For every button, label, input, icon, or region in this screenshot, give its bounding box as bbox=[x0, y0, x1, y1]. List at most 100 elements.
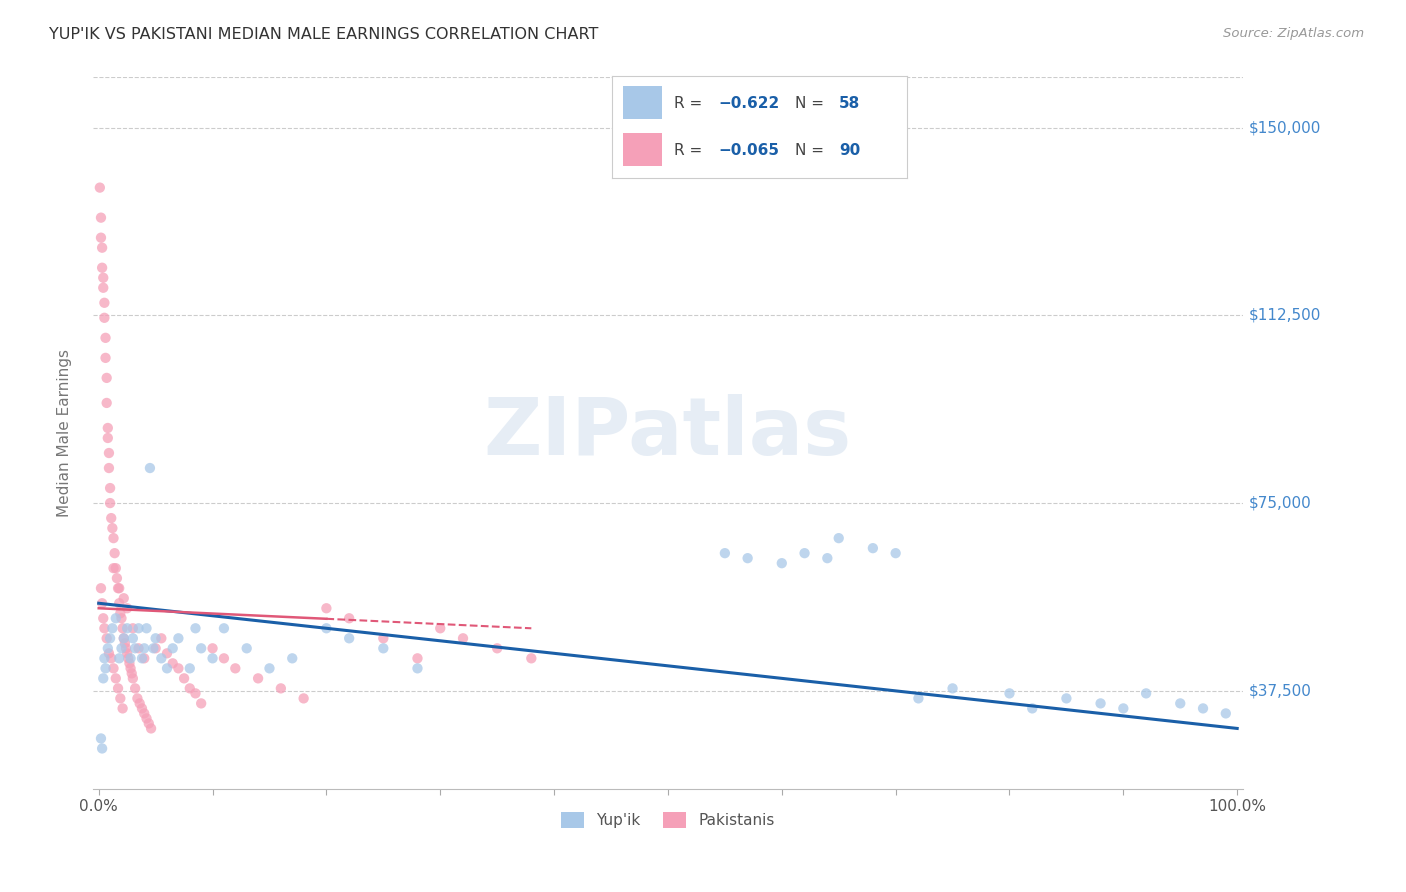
Text: 58: 58 bbox=[839, 96, 860, 111]
Point bbox=[201, 641, 224, 656]
Text: R =: R = bbox=[673, 96, 707, 111]
Point bbox=[128, 621, 150, 635]
Point bbox=[108, 651, 131, 665]
Legend: Yup'ik, Pakistanis: Yup'ik, Pakistanis bbox=[555, 806, 780, 834]
Point bbox=[97, 646, 120, 660]
Point bbox=[98, 632, 121, 646]
Point bbox=[90, 581, 112, 595]
Point bbox=[127, 691, 149, 706]
Point bbox=[97, 446, 120, 460]
Point bbox=[315, 601, 337, 615]
Point bbox=[93, 621, 115, 635]
Point bbox=[134, 706, 156, 721]
Point bbox=[281, 651, 304, 665]
Point bbox=[150, 632, 173, 646]
Point bbox=[112, 591, 135, 606]
Point bbox=[91, 741, 114, 756]
Point bbox=[110, 607, 132, 621]
Point bbox=[110, 611, 132, 625]
Point bbox=[112, 632, 135, 646]
Point bbox=[94, 351, 117, 365]
Point bbox=[292, 691, 315, 706]
Point bbox=[884, 546, 907, 560]
Point bbox=[115, 601, 138, 615]
Point bbox=[815, 551, 838, 566]
FancyBboxPatch shape bbox=[623, 133, 662, 166]
Point bbox=[100, 651, 122, 665]
Point bbox=[93, 651, 115, 665]
Point bbox=[1215, 706, 1237, 721]
Point bbox=[134, 641, 156, 656]
Point bbox=[101, 521, 124, 535]
Point bbox=[114, 636, 136, 650]
Point bbox=[124, 641, 146, 656]
Point bbox=[104, 671, 127, 685]
Point bbox=[1021, 701, 1043, 715]
Point bbox=[121, 666, 143, 681]
Point bbox=[97, 461, 120, 475]
Point bbox=[142, 641, 165, 656]
Point bbox=[167, 632, 190, 646]
Point bbox=[103, 531, 125, 545]
Text: −0.622: −0.622 bbox=[718, 96, 779, 111]
Text: −0.065: −0.065 bbox=[718, 144, 779, 158]
Point bbox=[100, 511, 122, 525]
Point bbox=[737, 551, 759, 566]
Point bbox=[907, 691, 929, 706]
Point bbox=[90, 731, 112, 746]
Point bbox=[150, 651, 173, 665]
Point bbox=[98, 481, 121, 495]
Point bbox=[520, 651, 543, 665]
Point bbox=[315, 621, 337, 635]
Point bbox=[714, 546, 737, 560]
Point bbox=[139, 722, 162, 736]
Point bbox=[162, 641, 184, 656]
Point bbox=[1112, 701, 1135, 715]
Point bbox=[98, 496, 121, 510]
Point bbox=[862, 541, 884, 556]
Text: N =: N = bbox=[794, 96, 828, 111]
Point bbox=[96, 371, 118, 385]
Point bbox=[406, 661, 429, 675]
Point bbox=[131, 651, 153, 665]
Point bbox=[224, 661, 246, 675]
Point bbox=[103, 661, 125, 675]
Point bbox=[124, 681, 146, 696]
Point bbox=[145, 632, 167, 646]
Text: $37,500: $37,500 bbox=[1249, 683, 1312, 698]
Point bbox=[110, 691, 132, 706]
Point bbox=[101, 621, 124, 635]
Point bbox=[212, 621, 235, 635]
Point bbox=[91, 596, 114, 610]
Point bbox=[91, 270, 114, 285]
Point bbox=[162, 657, 184, 671]
Point bbox=[91, 281, 114, 295]
Point bbox=[337, 611, 360, 625]
Point bbox=[373, 641, 395, 656]
Point bbox=[93, 310, 115, 325]
Point bbox=[128, 641, 150, 656]
Point bbox=[91, 241, 114, 255]
Point bbox=[156, 661, 179, 675]
Point bbox=[115, 621, 138, 635]
Text: 90: 90 bbox=[839, 144, 860, 158]
Text: $150,000: $150,000 bbox=[1249, 120, 1322, 135]
Y-axis label: Median Male Earnings: Median Male Earnings bbox=[58, 349, 72, 517]
Point bbox=[107, 681, 129, 696]
Point bbox=[1090, 697, 1112, 711]
Point bbox=[108, 596, 131, 610]
Point bbox=[96, 632, 118, 646]
Point bbox=[235, 641, 257, 656]
Point bbox=[201, 651, 224, 665]
Point bbox=[131, 701, 153, 715]
Point bbox=[998, 686, 1021, 700]
Point bbox=[156, 646, 179, 660]
Point bbox=[94, 331, 117, 345]
Point bbox=[104, 611, 127, 625]
Point bbox=[135, 711, 157, 725]
Point bbox=[108, 581, 131, 595]
Point bbox=[429, 621, 451, 635]
Point bbox=[770, 556, 793, 570]
Point bbox=[451, 632, 474, 646]
Point bbox=[184, 686, 207, 700]
